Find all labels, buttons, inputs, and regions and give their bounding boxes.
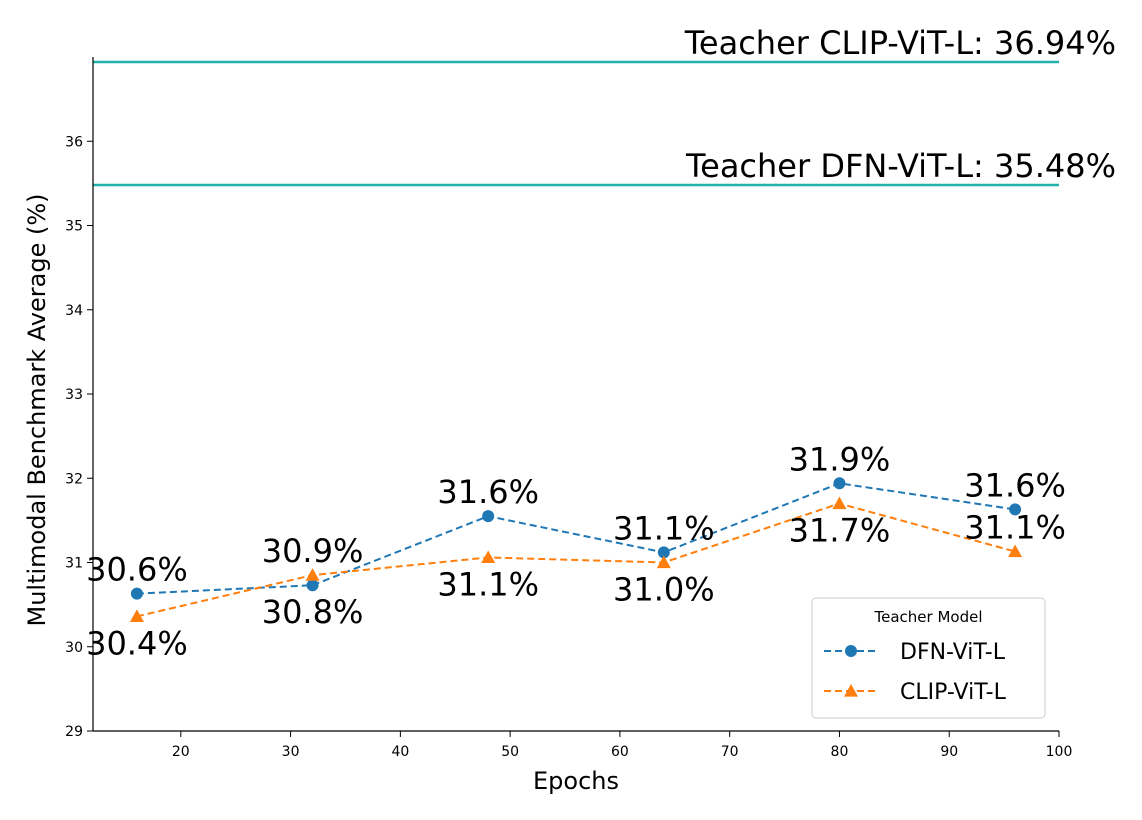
x-axis-label: Epochs [533, 767, 619, 795]
data-point-clip-vit-l [305, 568, 320, 581]
teacher-reference-label: Teacher DFN-ViT-L: 35.48% [685, 147, 1116, 185]
data-label-clip-vit-l: 31.1% [964, 509, 1066, 547]
data-point-clip-vit-l [656, 555, 671, 569]
legend-marker-dfn-vit-l [845, 645, 857, 657]
x-tick-label: 60 [611, 744, 629, 760]
x-tick-label: 50 [501, 744, 519, 760]
y-tick-label: 29 [65, 724, 83, 740]
data-label-dfn-vit-l: 30.8% [262, 593, 364, 631]
data-point-dfn-vit-l [657, 546, 670, 559]
x-tick-label: 100 [1046, 744, 1073, 760]
data-label-clip-vit-l: 31.0% [613, 571, 715, 609]
x-ticks: 20 30 40 50 60 70 80 90 100 [172, 731, 1072, 760]
y-tick-label: 34 [65, 303, 83, 319]
data-point-clip-vit-l [129, 609, 144, 623]
y-ticks: 29 30 31 32 33 34 35 36 [65, 134, 93, 740]
data-point-clip-vit-l [832, 496, 847, 510]
y-axis-label: Multimodal Benchmark Average (%) [23, 193, 51, 626]
data-point-dfn-vit-l [833, 477, 846, 490]
y-tick-label: 35 [65, 219, 83, 235]
legend-entry-label: DFN-ViT-L [900, 640, 1006, 665]
legend-entry-label: CLIP-ViT-L [900, 680, 1007, 705]
data-point-dfn-vit-l [1009, 503, 1022, 516]
legend-title: Teacher Model [874, 608, 983, 626]
y-tick-label: 30 [65, 640, 83, 656]
data-label-clip-vit-l: 31.7% [789, 512, 891, 550]
legend-box [811, 597, 1046, 719]
data-point-clip-vit-l [481, 550, 496, 564]
x-tick-label: 70 [721, 744, 739, 760]
data-labels: 30.6% 30.8% 31.6% 31.1% 31.9% 31.6% 30.4% 30.9%… [86, 440, 1066, 662]
legend-marker-clip-vit-l [844, 684, 858, 697]
series-layer [129, 477, 1023, 623]
legend: Teacher Model DFN-ViT-L CLIP-ViT-L [811, 597, 1046, 719]
data-label-clip-vit-l: 30.4% [86, 624, 188, 662]
data-label-dfn-vit-l: 31.1% [613, 509, 715, 547]
data-point-dfn-vit-l [306, 579, 319, 592]
y-tick-label: 32 [65, 471, 83, 487]
series-line-dfn-vit-l [136, 482, 1016, 595]
x-tick-label: 30 [282, 744, 300, 760]
data-point-clip-vit-l [1008, 544, 1023, 558]
x-tick-label: 20 [172, 744, 190, 760]
reference-lines: Teacher CLIP-ViT-L: 36.94% Teacher DFN-Vi… [93, 24, 1116, 187]
data-point-dfn-vit-l [482, 510, 495, 523]
y-tick-label: 31 [65, 556, 83, 572]
x-tick-label: 40 [391, 744, 409, 760]
y-tick-label: 36 [65, 134, 83, 150]
data-label-dfn-vit-l: 31.9% [789, 440, 891, 478]
axes: 20 30 40 50 60 70 80 90 100 29 30 31 32 33 34 35 36 [65, 57, 1072, 760]
series-line-clip-vit-l [136, 502, 1016, 618]
data-label-dfn-vit-l: 31.6% [964, 466, 1066, 504]
x-tick-label: 90 [940, 744, 958, 760]
y-tick-label: 33 [65, 387, 83, 403]
data-label-dfn-vit-l: 30.6% [86, 551, 188, 589]
legend-entries: DFN-ViT-L CLIP-ViT-L [824, 640, 1007, 705]
data-label-clip-vit-l: 30.9% [262, 532, 364, 570]
x-tick-label: 80 [831, 744, 849, 760]
data-label-dfn-vit-l: 31.6% [437, 473, 539, 511]
data-label-clip-vit-l: 31.1% [437, 565, 539, 603]
teacher-reference-label: Teacher CLIP-ViT-L: 36.94% [684, 24, 1116, 62]
data-point-dfn-vit-l [130, 587, 143, 600]
